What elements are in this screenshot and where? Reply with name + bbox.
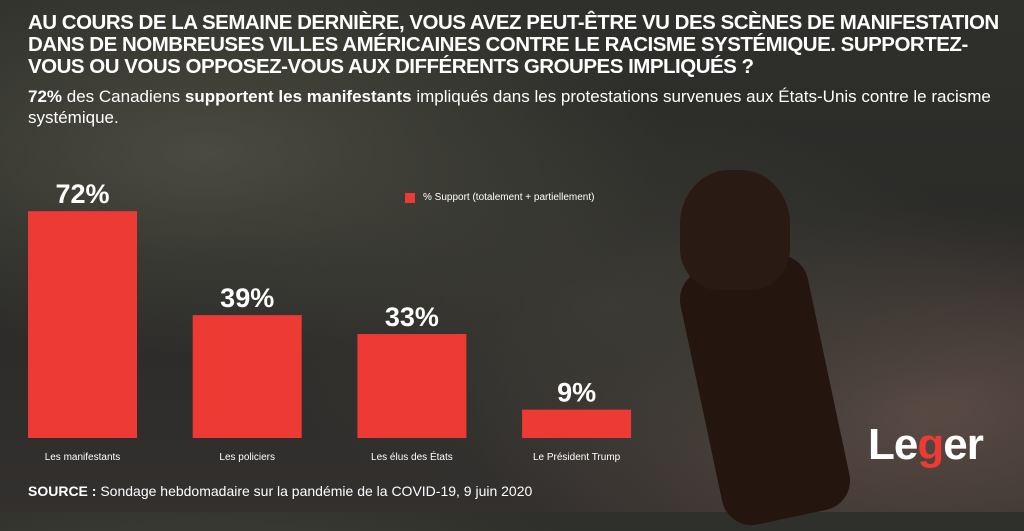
source-text: Sondage hebdomadaire sur la pandémie de … [96, 483, 533, 499]
bar-3 [522, 409, 632, 438]
legend-label: % Support (totalement + partiellement) [423, 192, 595, 203]
background-fist [680, 170, 790, 290]
data-label: 72% [55, 179, 109, 209]
category-label: Les policiers [219, 452, 275, 463]
legend: % Support (totalement + partiellement) [405, 192, 594, 203]
bar-chart: 72% Les manifestants 39% Les policiers 33% Le… [28, 179, 632, 463]
question-title: Au cours de la semaine dernière, vous av… [28, 11, 999, 78]
legend-swatch [405, 192, 415, 203]
source: SOURCE : Sondage hebdomadaire sur la pan… [28, 483, 532, 499]
bar-1 [192, 315, 302, 438]
bar-0 [28, 211, 137, 438]
subtitle-text2: impliqués dans les protestations survenu… [28, 87, 991, 127]
source-label: SOURCE : [28, 483, 97, 499]
subtitle-text1: des Canadiens [62, 87, 185, 106]
bar-2 [357, 334, 467, 438]
logo-part: er [943, 420, 984, 469]
logo-part: Le [868, 420, 918, 469]
data-label: 9% [557, 378, 596, 408]
subtitle-bold: supportent les manifestants [184, 87, 412, 106]
data-label: 33% [385, 302, 439, 332]
category-label: Les élus des États [371, 450, 453, 463]
leger-logo: Leger [868, 420, 984, 470]
header: Au cours de la semaine dernière, vous av… [28, 12, 1008, 128]
category-label: Le Président Trump [533, 452, 621, 463]
subtitle: 72% des Canadiens supportent les manifes… [28, 86, 1008, 128]
category-label: Les manifestants [45, 452, 121, 463]
logo-g: g [917, 420, 944, 469]
data-label: 39% [220, 283, 274, 313]
subtitle-pct: 72% [28, 87, 63, 106]
